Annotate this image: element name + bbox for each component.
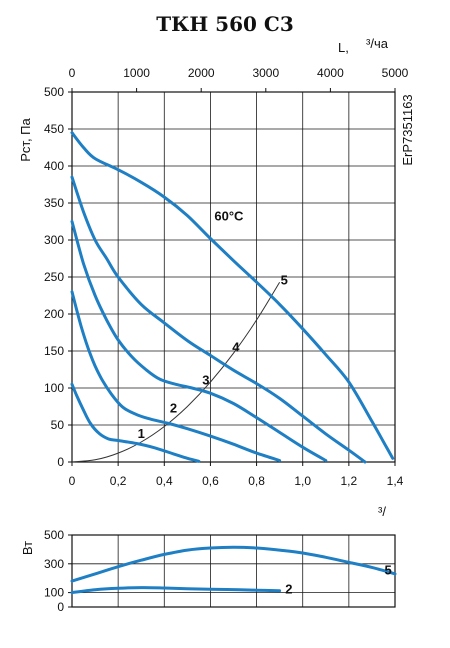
y-tick-label: 50	[51, 418, 65, 432]
x-bottom-tick-label: 0,2	[110, 474, 127, 488]
y-tick-label: 0	[57, 455, 64, 469]
pressure-curve-3	[70, 220, 328, 462]
x-bottom-tick-label: 0,6	[202, 474, 219, 488]
y-tick-label: 500	[44, 85, 64, 99]
y-axis-label-pressure: Рст, Па	[18, 117, 33, 161]
x-bottom-tick-label: 1,4	[387, 474, 404, 488]
x-axis-top-unit: ³/ча	[366, 36, 389, 51]
power-y-tick-label: 300	[44, 557, 64, 571]
y-tick-label: 300	[44, 233, 64, 247]
x-bottom-tick-label: 1,2	[341, 474, 358, 488]
x-axis-top-label: L,	[338, 40, 349, 55]
y-tick-label: 100	[44, 381, 64, 395]
curve-annotation: 4	[232, 339, 240, 354]
y-tick-label: 400	[44, 159, 64, 173]
x-top-tick-label: 5000	[382, 66, 409, 80]
curve-annotation: 1	[138, 426, 145, 441]
x-bottom-tick-label: 0	[69, 474, 76, 488]
x-bottom-tick-label: 1,0	[294, 474, 311, 488]
x-bottom-tick-label: 0,8	[248, 474, 265, 488]
power-curve-2	[70, 586, 282, 595]
curve-annotation: 2	[170, 401, 177, 416]
y-tick-label: 350	[44, 196, 64, 210]
curve-annotation: 3	[202, 373, 209, 388]
power-curve-annotation: 2	[285, 582, 292, 597]
x-top-tick-label: 4000	[317, 66, 344, 80]
power-curve-annotation: 5	[384, 562, 391, 577]
pressure-curve-1	[70, 382, 201, 463]
x-top-tick-label: 0	[69, 66, 76, 80]
y-tick-label: 150	[44, 344, 64, 358]
power-y-tick-label: 100	[44, 586, 64, 600]
pressure-curve-4	[70, 175, 367, 464]
x-axis-bottom-unit: ³/	[378, 504, 386, 519]
power-y-tick-label: 0	[57, 600, 64, 614]
curve-annotation: 60°С	[214, 208, 244, 223]
x-top-tick-label: 2000	[188, 66, 215, 80]
pressure-curve-5	[70, 131, 395, 460]
y-axis-label-power: Вт	[20, 541, 35, 555]
curve-annotation: 5	[281, 273, 288, 288]
x-bottom-tick-label: 0,4	[156, 474, 173, 488]
power-curve-5	[70, 545, 397, 583]
x-top-tick-label: 3000	[252, 66, 279, 80]
power-plot-frame	[71, 534, 396, 608]
y-tick-label: 250	[44, 270, 64, 284]
system-resistance-line	[71, 281, 281, 463]
side-code-label: ErP7351163	[400, 94, 415, 165]
chart-title: ТКН 560 С3	[156, 12, 293, 36]
power-y-tick-label: 500	[44, 528, 64, 542]
pressure-curve-2	[70, 290, 282, 462]
y-tick-label: 200	[44, 307, 64, 321]
y-tick-label: 450	[44, 122, 64, 136]
x-top-tick-label: 1000	[123, 66, 150, 80]
